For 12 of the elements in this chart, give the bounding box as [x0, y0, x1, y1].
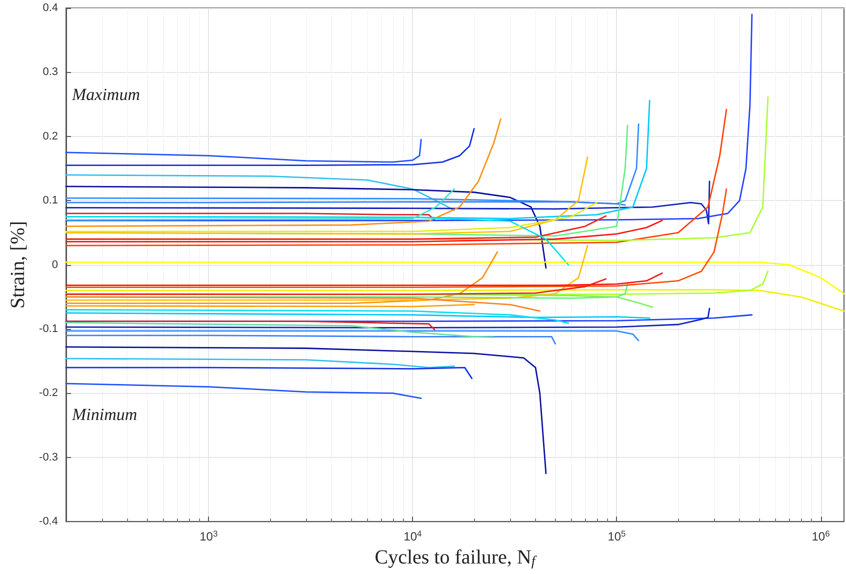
y-tick-label: 0.1: [42, 194, 58, 207]
y-tick-label: 0.3: [42, 66, 58, 78]
y-tick-label: -0.1: [39, 323, 58, 335]
annotation: Minimum: [71, 405, 138, 424]
y-tick-label: -0.2: [39, 387, 58, 400]
y-tick-label: -0.3: [39, 451, 58, 464]
y-tick-label: -0.4: [39, 516, 58, 528]
y-tick-label: 0: [52, 258, 58, 271]
y-tick-label: 0.4: [42, 2, 58, 14]
y-tick-label: 0.2: [42, 130, 58, 142]
y-axis-title: Strain, [%]: [7, 220, 29, 309]
annotation: Maximum: [71, 85, 140, 104]
